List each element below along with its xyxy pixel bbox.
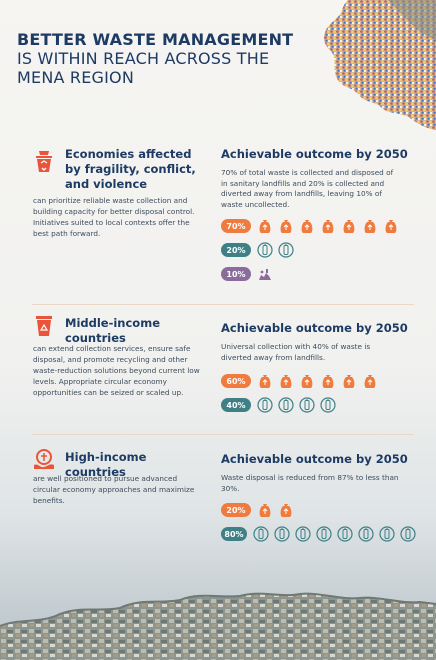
waste-bag-icon xyxy=(364,375,376,388)
stat-row: 20% xyxy=(221,500,421,520)
recycle-bin-icon xyxy=(36,316,52,336)
icon-group xyxy=(257,502,299,518)
icon-group xyxy=(257,242,299,258)
category-title: High-income countries xyxy=(65,450,147,479)
waste-bag-icon xyxy=(301,375,313,388)
outcome-description: Universal collection with 40% of waste i… xyxy=(221,342,371,362)
waste-bag-icon xyxy=(259,220,271,233)
category-description: are well positioned to pursue advanced c… xyxy=(33,474,195,505)
waste-bag-icon xyxy=(385,220,397,233)
waste-bag-icon xyxy=(259,504,271,517)
stat-row: 60% xyxy=(221,371,421,391)
title-line-3: MENA REGION xyxy=(17,68,135,87)
recycle-bottle-icon xyxy=(316,526,332,542)
icon-group xyxy=(257,266,278,282)
recycle-bottle-icon xyxy=(278,397,294,413)
waste-bin-icon xyxy=(36,151,52,172)
title-line-2: IS WITHIN REACH ACROSS THE xyxy=(17,49,270,68)
divider xyxy=(32,304,414,305)
uncollected-waste-icon xyxy=(259,269,271,280)
outcome-description: Waste disposal is reduced from 87% to le… xyxy=(221,473,399,493)
recycle-bottle-icon xyxy=(257,242,273,258)
outcome-title: Achievable outcome by 2050 xyxy=(221,452,408,466)
waste-bag-icon xyxy=(280,504,292,517)
waste-bag-icon xyxy=(364,220,376,233)
waste-bag-icon xyxy=(322,220,334,233)
recycle-bottle-icon xyxy=(337,526,353,542)
percentage-pill: 10% xyxy=(221,267,251,281)
stat-row: 40% xyxy=(221,395,421,415)
icon-group xyxy=(257,397,341,413)
recycle-bottle-icon xyxy=(295,526,311,542)
page-title: BETTER WASTE MANAGEMENT IS WITHIN REACH … xyxy=(17,30,307,87)
category-description: can prioritize reliable waste collection… xyxy=(33,196,195,238)
waste-bag-icon xyxy=(280,375,292,388)
percentage-pill: 80% xyxy=(221,527,247,541)
outcome-stats: 20% 80% xyxy=(221,500,421,544)
category-title: Middle-income countries xyxy=(65,316,160,345)
percentage-pill: 20% xyxy=(221,243,251,257)
outcome-description: 70% of total waste is collected and disp… xyxy=(221,168,394,209)
recycle-bottle-icon xyxy=(379,526,395,542)
stat-row: 10% xyxy=(221,264,421,284)
icon-group xyxy=(257,373,383,389)
recycle-bottle-icon xyxy=(253,526,269,542)
waste-bag-icon xyxy=(280,220,292,233)
plastic-pellets-photo xyxy=(323,0,436,130)
category-description: can extend collection services, ensure s… xyxy=(33,344,200,397)
category-title: Economies affected by fragility, conflic… xyxy=(65,147,196,191)
icon-group xyxy=(253,526,421,542)
recycle-bottle-icon xyxy=(358,526,374,542)
outcome-stats: 70% 20% 10% xyxy=(221,216,421,284)
divider xyxy=(32,434,414,435)
recycle-bottle-icon xyxy=(278,242,294,258)
waste-bag-icon xyxy=(343,220,355,233)
title-line-1: BETTER WASTE MANAGEMENT xyxy=(17,30,294,49)
stat-row: 20% xyxy=(221,240,421,260)
recycle-bottle-icon xyxy=(257,397,273,413)
landfill-photo xyxy=(0,592,436,660)
icon-group xyxy=(257,218,404,234)
percentage-pill: 40% xyxy=(221,398,251,412)
waste-bag-icon xyxy=(301,220,313,233)
percentage-pill: 60% xyxy=(221,374,251,388)
percentage-pill: 20% xyxy=(221,503,251,517)
outcome-stats: 60% 40% xyxy=(221,371,421,415)
waste-bag-icon xyxy=(343,375,355,388)
circular-economy-icon xyxy=(34,449,54,469)
outcome-title: Achievable outcome by 2050 xyxy=(221,147,408,161)
recycle-bottle-icon xyxy=(400,526,416,542)
waste-bag-icon xyxy=(259,375,271,388)
recycle-bottle-icon xyxy=(274,526,290,542)
stat-row: 70% xyxy=(221,216,421,236)
outcome-title: Achievable outcome by 2050 xyxy=(221,321,408,335)
waste-bag-icon xyxy=(322,375,334,388)
stat-row: 80% xyxy=(221,524,421,544)
recycle-bottle-icon xyxy=(320,397,336,413)
recycle-bottle-icon xyxy=(299,397,315,413)
percentage-pill: 70% xyxy=(221,219,251,233)
